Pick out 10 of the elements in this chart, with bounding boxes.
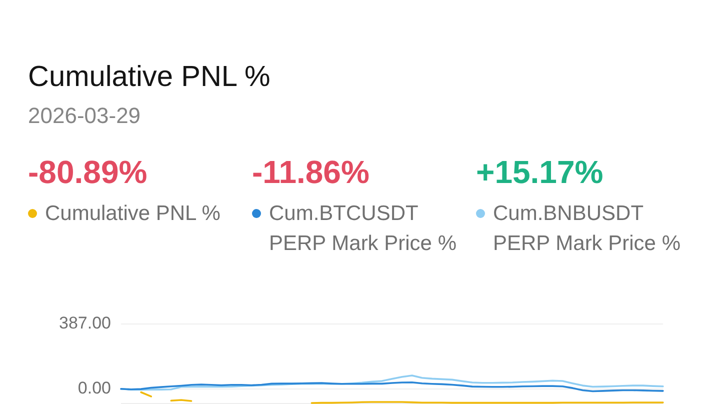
chart-title: Cumulative PNL % <box>28 60 270 94</box>
legend-label: Cum.BNBUSDT PERP Mark Price % <box>493 201 682 257</box>
legend-label: Cum.BTCUSDT PERP Mark Price % <box>269 201 458 257</box>
text: -11.86% <box>252 154 370 190</box>
y-tick-label: 387.00 <box>59 314 111 333</box>
text: -80.89% <box>28 154 148 190</box>
text: +15.17% <box>476 154 604 190</box>
chart-subtitle: 2026-03-29 <box>28 103 141 128</box>
y-tick-label: 0.00 <box>78 378 111 398</box>
legend-label: Cumulative PNL % <box>45 201 220 227</box>
